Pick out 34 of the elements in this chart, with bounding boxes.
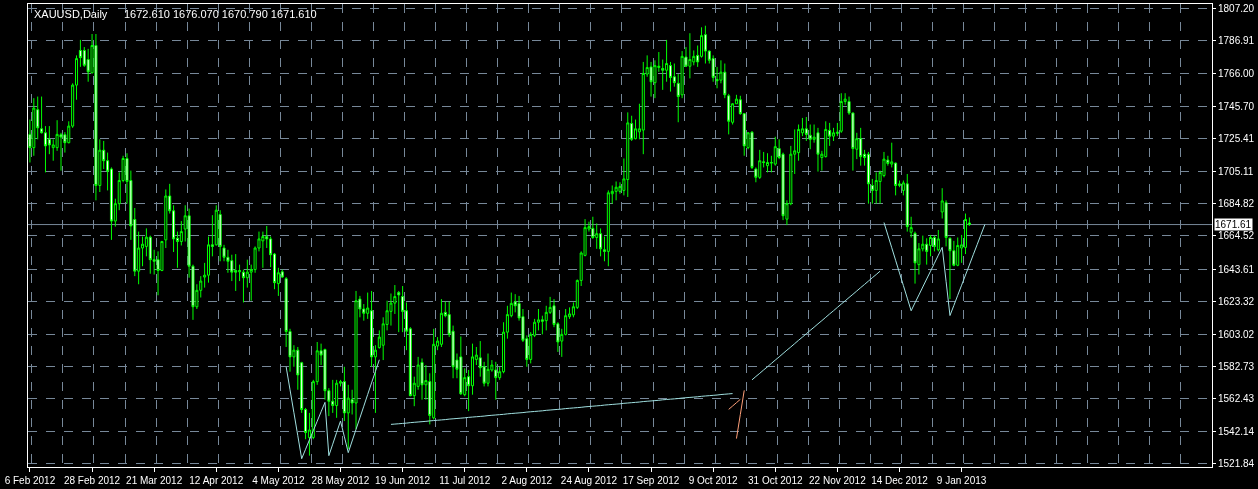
y-tick-label: 1807.20 <box>1218 2 1255 14</box>
y-tick-label: 1745.70 <box>1218 100 1255 112</box>
y-tick-label: 1542.14 <box>1218 425 1255 437</box>
x-tick-label: 21 Mar 2012 <box>126 475 183 486</box>
y-tick-label: 1786.91 <box>1218 35 1255 47</box>
y-tick-label: 1766.00 <box>1218 68 1255 80</box>
x-tick-label: 19 Jun 2012 <box>375 475 431 486</box>
chart-title: XAUUSD,Daily <box>34 8 108 20</box>
x-tick-label: 22 Nov 2012 <box>809 475 867 486</box>
y-tick-label: 1705.11 <box>1218 165 1254 177</box>
y-tick-label: 1603.02 <box>1218 328 1255 340</box>
x-tick-label: 12 Apr 2012 <box>189 475 244 486</box>
x-tick-label: 31 Oct 2012 <box>748 475 803 486</box>
chart-subtitle: 1672.610 1676.070 1670.790 1671.610 <box>124 8 317 20</box>
y-tick-label: 1684.82 <box>1218 197 1255 209</box>
y-tick-label: 1725.41 <box>1218 133 1255 145</box>
x-tick-label: 2 Aug 2012 <box>501 475 553 486</box>
x-tick-label: 9 Oct 2012 <box>688 475 739 486</box>
y-tick-label: 1623.32 <box>1218 296 1255 308</box>
x-tick-label: 6 Feb 2012 <box>4 475 56 486</box>
x-tick-label: 24 Aug 2012 <box>560 475 618 486</box>
y-tick-label: 1562.43 <box>1218 393 1255 405</box>
x-tick-label: 17 Sep 2012 <box>622 475 680 486</box>
x-tick-label: 28 May 2012 <box>311 475 370 486</box>
y-tick-label: 1643.61 <box>1218 263 1255 275</box>
y-tick-label: 1582.73 <box>1218 360 1255 372</box>
ref-line-label: 1671.61 <box>1215 219 1252 230</box>
y-tick-label: 1521.84 <box>1218 458 1255 470</box>
x-tick-label: 28 Feb 2012 <box>63 475 121 486</box>
x-tick-label: 14 Dec 2012 <box>871 475 929 486</box>
x-tick-label: 9 Jan 2013 <box>936 475 987 486</box>
x-tick-label: 11 Jul 2012 <box>439 475 491 486</box>
x-tick-label: 4 May 2012 <box>252 475 305 486</box>
y-tick-label: 1664.52 <box>1218 230 1255 242</box>
